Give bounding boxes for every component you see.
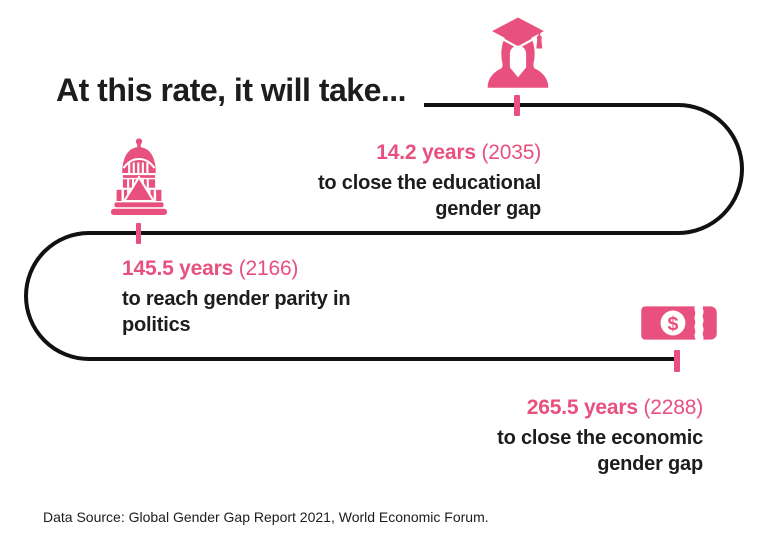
milestone-education: 14.2 years (2035) to close the education… (318, 141, 541, 222)
timeline-tick-politics (135, 223, 141, 244)
description-line: politics (122, 314, 191, 336)
description-line: to reach gender parity in (122, 288, 351, 310)
description-line: to close the educational (317, 172, 541, 194)
target-year-text: (2166) (238, 257, 299, 280)
milestone-education-years: 14.2 years (2035) (318, 141, 541, 165)
dollar-sign-glyph: $ (668, 313, 679, 335)
capitol-icon (111, 138, 167, 215)
description-line: gender gap (597, 453, 703, 475)
milestone-economy-years: 265.5 years (2288) (497, 396, 703, 420)
milestone-economy: 265.5 years (2288) to close the economic… (497, 396, 703, 477)
milestone-politics: 145.5 years (2166) to reach gender parit… (122, 257, 351, 338)
target-year-text: (2035) (481, 141, 541, 164)
duration-text: 14.2 years (376, 141, 476, 164)
description-line: to close the economic (497, 427, 703, 449)
target-year-text: (2288) (643, 396, 703, 419)
page-title: At this rate, it will take... (56, 72, 407, 108)
timeline-tick-education (514, 95, 520, 116)
data-source: Data Source: Global Gender Gap Report 20… (43, 509, 489, 525)
duration-text: 145.5 years (122, 257, 234, 280)
milestone-politics-years: 145.5 years (2166) (122, 257, 350, 281)
description-line: gender gap (435, 198, 541, 220)
graduate-icon (487, 17, 549, 88)
milestone-education-description: to close the educational gender gap (318, 170, 541, 222)
duration-text: 265.5 years (526, 396, 638, 419)
timeline-tick-economy (674, 350, 680, 372)
torn-banknote-icon: $ (641, 306, 717, 340)
milestone-politics-description: to reach gender parity in politics (122, 286, 351, 338)
milestone-economy-description: to close the economic gender gap (497, 425, 703, 477)
